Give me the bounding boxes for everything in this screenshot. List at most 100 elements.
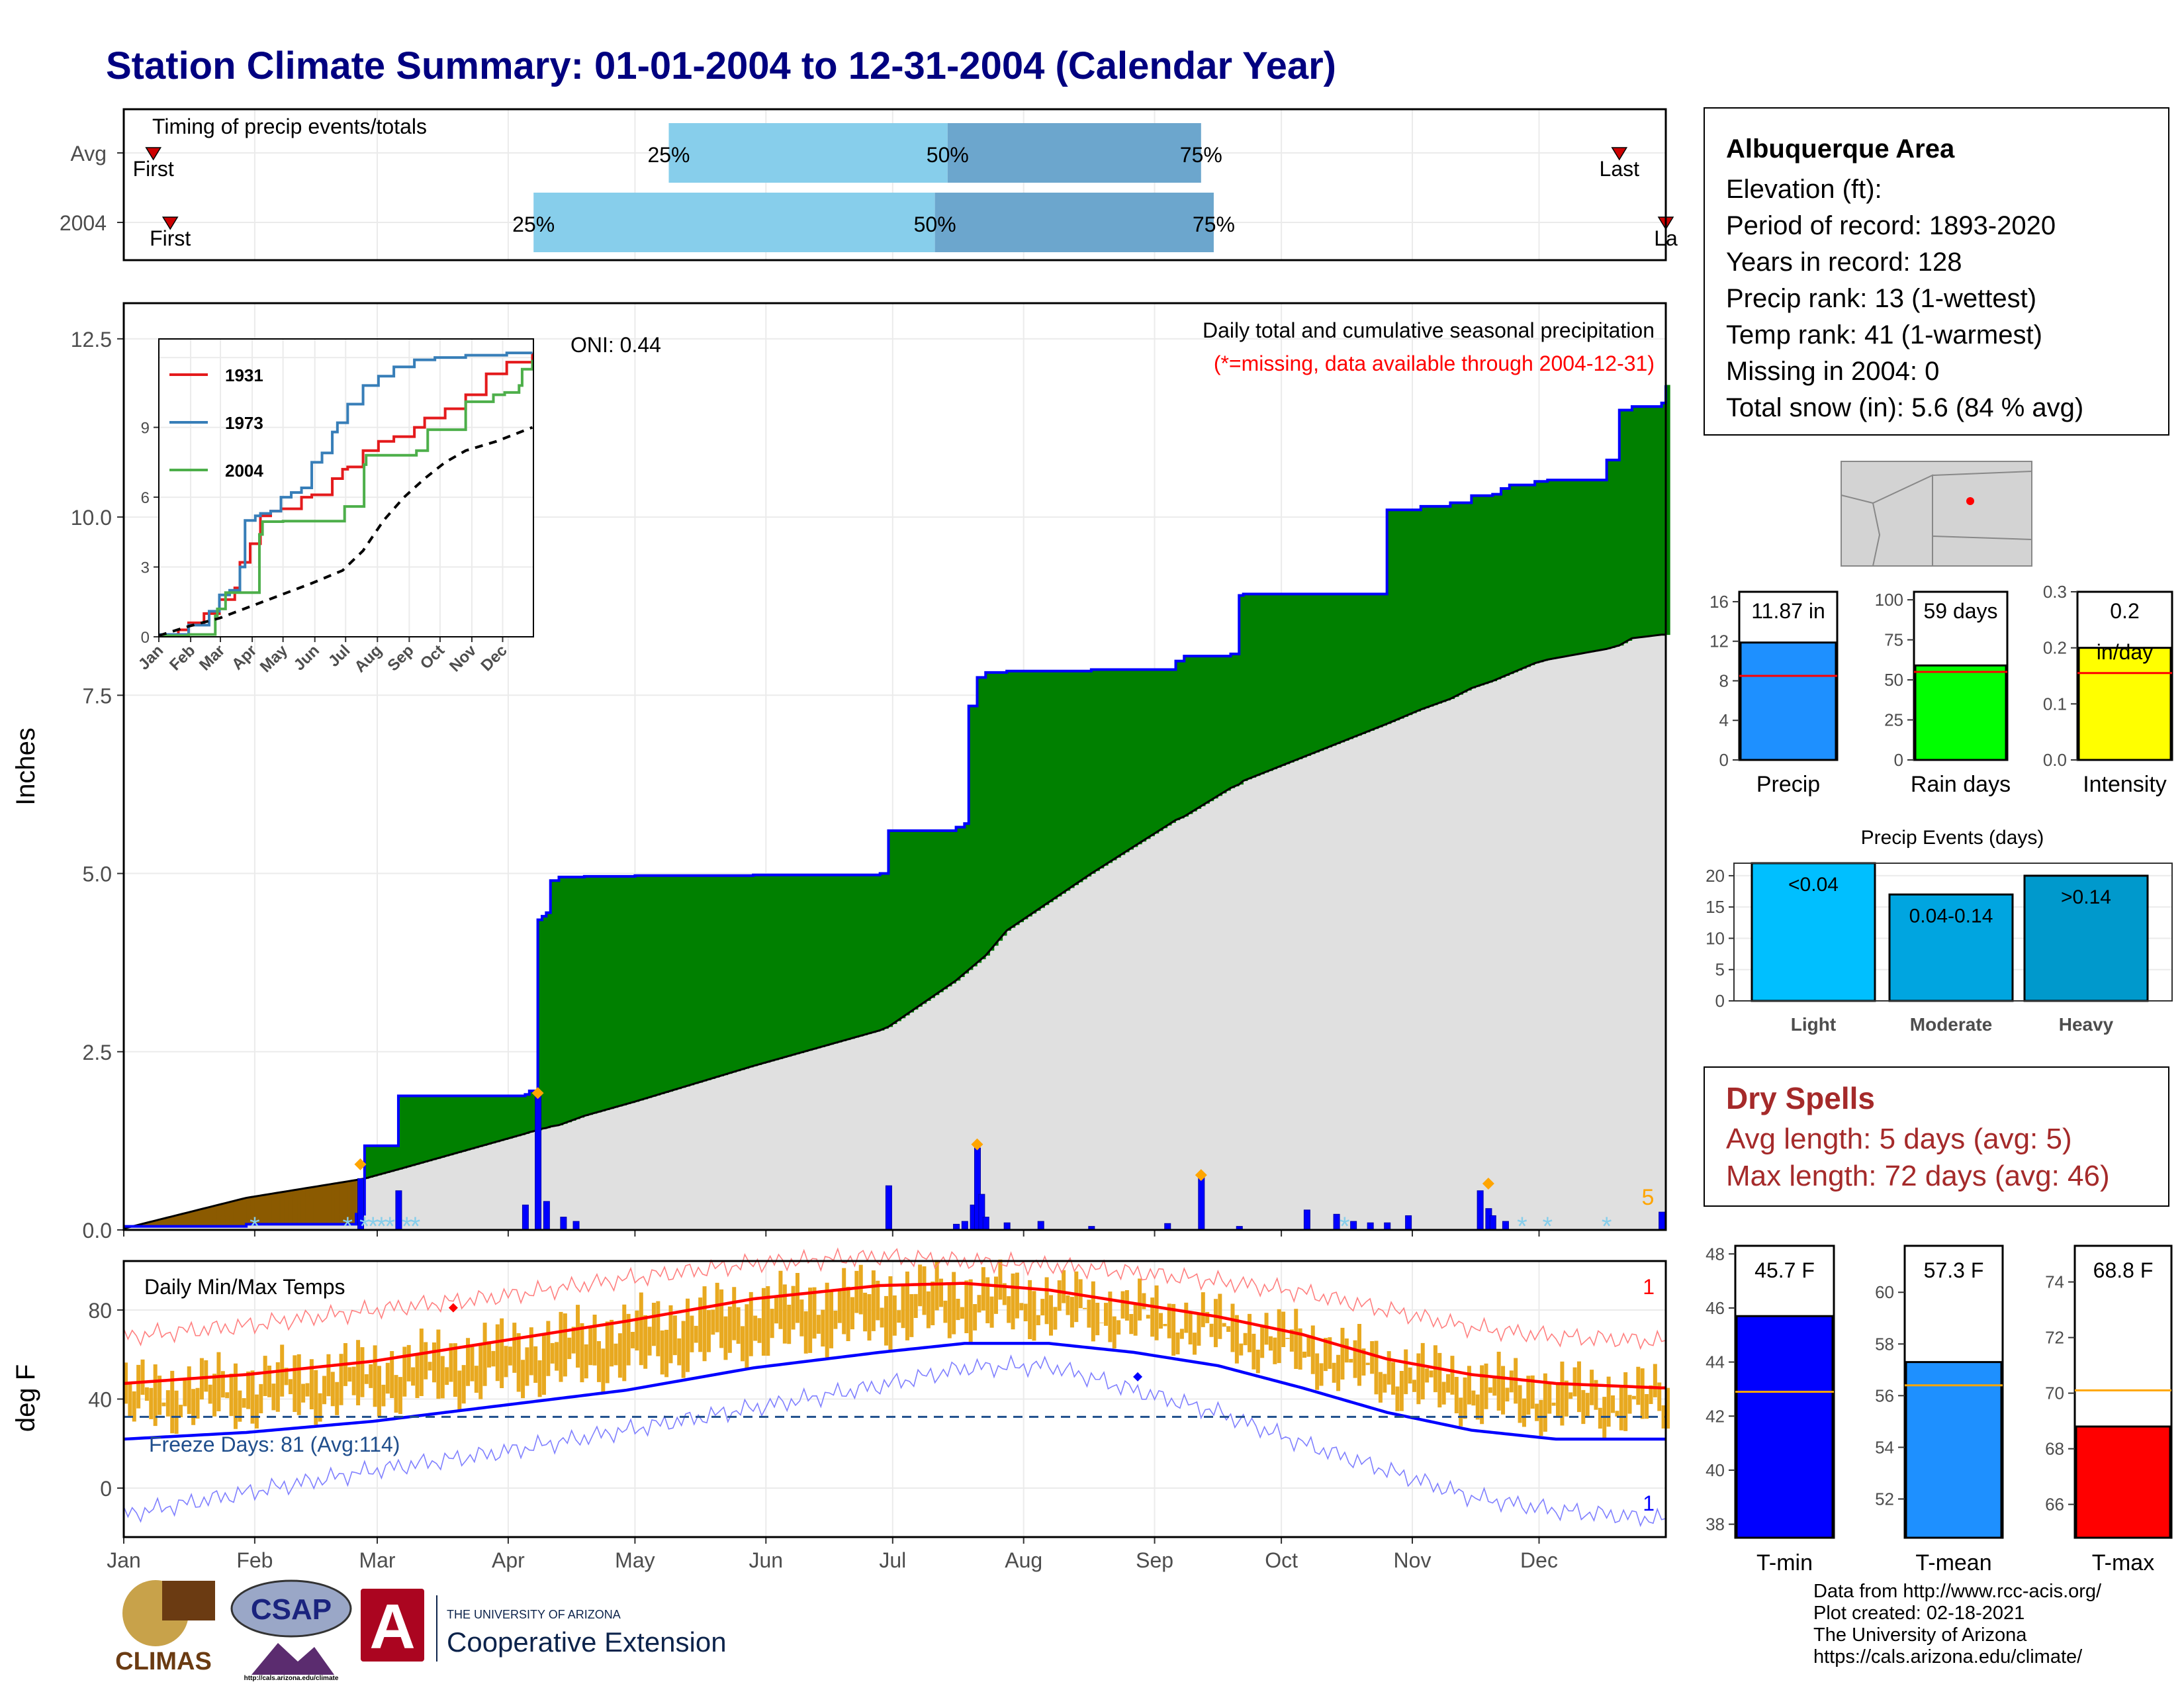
small-chart-y-tick-label: 75	[1884, 630, 1903, 650]
events-bar-label: 0.04-0.14	[1909, 905, 1993, 927]
daily-precip-bar	[1384, 1222, 1391, 1231]
ua-logo-letter: A	[369, 1591, 415, 1662]
record-high-count: 1	[1643, 1275, 1655, 1299]
month-label: Sep	[1136, 1548, 1173, 1572]
precip-y-axis-label: Inches	[11, 727, 40, 806]
daily-precip-bar	[1405, 1215, 1412, 1231]
inset-line-1973	[159, 352, 533, 636]
heavy-event-marker	[354, 1158, 367, 1170]
temp-summary-bar	[1905, 1361, 2003, 1539]
footer-university: The University of Arizona	[1813, 1624, 2027, 1646]
daily-precip-bar	[982, 1217, 989, 1231]
temp-summary-y-tick-label: 38	[1706, 1515, 1725, 1534]
inset-y-tick-label: 0	[141, 629, 150, 647]
station-info-panel: Albuquerque Area Elevation (ft): Period …	[1704, 107, 2169, 436]
small-chart-bar	[1739, 641, 1837, 761]
temp-y-tick-label: 0	[100, 1477, 112, 1501]
events-y-tick-label: 10	[1706, 928, 1725, 948]
daily-precip-bar	[1333, 1213, 1340, 1231]
events-category-label: Heavy	[2059, 1014, 2114, 1035]
temp-summary-bar	[1735, 1315, 1834, 1539]
locator-map-borders	[1841, 471, 2032, 567]
timing-panel-border	[122, 108, 1667, 261]
snow-marker: *	[343, 1212, 353, 1241]
temp-panel-title: Daily Min/Max Temps	[144, 1275, 345, 1299]
events-bar-label: >0.14	[2061, 886, 2111, 908]
normal-min-line	[123, 1342, 1666, 1441]
climas-logo-text: CLIMAS	[115, 1648, 212, 1675]
precip-rank: Precip rank: 13 (1-wettest)	[1726, 284, 2037, 313]
small-chart-y-tick-label: 0.1	[2043, 694, 2067, 714]
small-chart-bar	[1914, 664, 2007, 761]
small-chart-value-label: 11.87 in	[1751, 599, 1825, 623]
snow-marker: *	[402, 1212, 412, 1241]
temp-summary-y-tick-label: 44	[1706, 1352, 1725, 1372]
temp-summary-y-tick-label: 40	[1706, 1460, 1725, 1480]
events-y-tick-label: 20	[1706, 866, 1725, 886]
inset-average-line	[158, 426, 533, 637]
inset-y-tick-label: 9	[141, 420, 150, 438]
temp-summary-y-tick-label: 68	[2045, 1439, 2064, 1459]
small-chart-y-tick-label: 0.3	[2043, 582, 2067, 602]
small-chart-title: Precip	[1756, 772, 1820, 797]
temp-summary-y-tick-label: 74	[2045, 1272, 2064, 1292]
missing-count: 5	[1642, 1185, 1655, 1210]
precip-y-tick-label: 7.5	[83, 684, 112, 708]
temp-summary-title: T-min	[1756, 1550, 1813, 1575]
station-location-dot	[1966, 497, 1974, 505]
events-bar-light	[1751, 862, 1876, 1002]
first-event-marker	[161, 216, 179, 230]
inset-legend-label: 1973	[225, 413, 263, 433]
temp-summary-title: T-max	[2092, 1550, 2154, 1575]
temp-summary-y-tick-label: 70	[2045, 1383, 2064, 1403]
observed-cumulative-line	[124, 385, 1667, 1228]
month-label: Oct	[1265, 1548, 1298, 1572]
daily-precip-bar	[1477, 1190, 1484, 1231]
temp-summary-y-tick-label: 42	[1706, 1406, 1725, 1426]
daily-precip-bar	[572, 1221, 580, 1231]
daily-precip-bar	[543, 1201, 550, 1231]
small-chart-y-tick-label: 0	[1719, 750, 1729, 770]
timing-label-75: 75%	[1193, 212, 1235, 236]
events-y-tick-label: 15	[1706, 897, 1725, 917]
total-snow: Total snow (in): 5.6 (84 % avg)	[1726, 393, 2084, 422]
footer-url: https://cals.arizona.edu/climate/	[1813, 1646, 2083, 1667]
small-chart-y-tick-label: 16	[1709, 592, 1729, 612]
inset-line-2004	[159, 359, 534, 637]
small-chart-y-tick-label: 0.2	[2043, 638, 2067, 658]
timing-bar-50-75	[934, 193, 1214, 252]
temp-summary-value-label: 57.3 F	[1924, 1258, 1984, 1282]
temp-y-axis-label: deg F	[11, 1364, 40, 1432]
years-in-record: Years in record: 128	[1726, 248, 1962, 277]
timing-bar-50-75	[947, 123, 1201, 183]
temp-summary-y-tick-label: 52	[1875, 1489, 1894, 1509]
month-label: Nov	[1394, 1548, 1432, 1572]
daily-precip-bar	[1367, 1222, 1374, 1231]
month-label: Jun	[749, 1548, 784, 1572]
oni-value: ONI: 0.44	[570, 333, 661, 357]
daily-precip-bar	[1003, 1222, 1011, 1231]
daily-precip-bar	[1303, 1209, 1310, 1231]
events-chart-border	[1733, 863, 2173, 1002]
daily-precip-bar	[1489, 1215, 1496, 1231]
ua-logo-block	[361, 1589, 424, 1662]
timing-label-50: 50%	[927, 143, 969, 167]
first-event-label: First	[150, 226, 191, 250]
timing-label-25: 25%	[512, 212, 555, 236]
daily-temp-range-bars	[124, 1259, 1670, 1438]
temp-summary-y-tick-label: 58	[1875, 1334, 1894, 1354]
timing-title: Timing of precip events/totals	[152, 115, 427, 138]
precip-y-tick-label: 0.0	[83, 1219, 112, 1243]
temp-summary-y-tick-label: 46	[1706, 1298, 1725, 1318]
temp-summary-bar	[2075, 1425, 2171, 1539]
temp-summary-value-label: 68.8 F	[2093, 1258, 2154, 1282]
small-chart-y-tick-label: 25	[1884, 710, 1903, 730]
daily-precip-bar	[560, 1217, 567, 1231]
normal-cumulative-area	[124, 634, 1666, 1230]
month-label: Aug	[1005, 1548, 1042, 1572]
footer-data-source: Data from http://www.rcc-acis.org/	[1813, 1581, 2102, 1602]
events-category-label: Light	[1791, 1014, 1836, 1035]
inset-border	[158, 338, 534, 637]
first-event-label: First	[133, 157, 174, 181]
snow-marker: *	[385, 1212, 395, 1241]
